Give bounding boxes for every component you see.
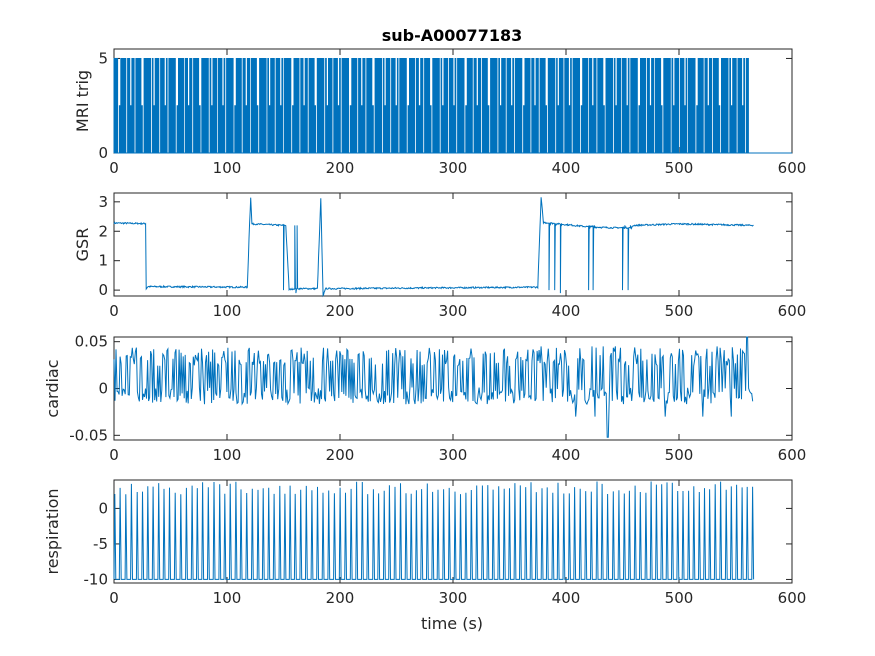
series-line-respiration [113, 481, 755, 580]
panel-1: 0 100 200 300 400 500 600 0 5 MRI trig [73, 48, 807, 177]
x-tick-label: 100 [213, 159, 242, 177]
x-tick-label: 500 [665, 446, 694, 464]
y-tick-label: 1 [98, 252, 108, 270]
x-tick-label: 600 [778, 302, 807, 320]
y-tick-label: 0 [98, 499, 108, 517]
x-tick-label: 500 [665, 589, 694, 607]
series-line-cardiac [113, 336, 754, 438]
x-tick-label: 400 [552, 589, 581, 607]
x-axis-label: time (s) [421, 614, 483, 633]
y-axis-label: MRI trig [73, 70, 92, 132]
y-tick-label: 2 [98, 222, 108, 240]
y-tick-label: 0 [98, 281, 108, 299]
x-tick-label: 400 [552, 302, 581, 320]
x-tick-label: 300 [439, 159, 468, 177]
x-tick-label: 400 [552, 159, 581, 177]
y-tick-label: 3 [98, 193, 108, 211]
x-tick-label: 600 [778, 589, 807, 607]
x-tick-label: 300 [439, 302, 468, 320]
x-tick-label: 500 [665, 302, 694, 320]
y-tick-label: 0 [98, 144, 108, 162]
x-tick-label: 200 [326, 302, 355, 320]
x-tick-label: 400 [552, 446, 581, 464]
x-tick-label: 0 [109, 446, 119, 464]
panel-2: 0 100 200 300 400 500 600 0 1 2 3 GSR [73, 192, 807, 320]
chart-title: sub-A00077183 [382, 26, 522, 45]
axes-frame [113, 479, 793, 584]
y-tick-label: 0 [98, 380, 108, 398]
y-axis-label: respiration [43, 488, 62, 574]
x-tick-label: 0 [109, 302, 119, 320]
x-tick-label: 200 [326, 446, 355, 464]
x-tick-label: 100 [213, 589, 242, 607]
x-tick-label: 200 [326, 589, 355, 607]
series-line-gsr [113, 197, 754, 298]
x-tick-label: 100 [213, 446, 242, 464]
x-tick-label: 200 [326, 159, 355, 177]
y-tick-label: 5 [98, 49, 108, 67]
x-tick-label: 600 [778, 446, 807, 464]
x-tick-label: 300 [439, 446, 468, 464]
y-tick-label: -5 [93, 535, 108, 553]
axes-frame [113, 192, 793, 297]
y-axis-label: cardiac [43, 359, 62, 417]
x-tick-label: 600 [778, 159, 807, 177]
x-tick-label: 500 [665, 159, 694, 177]
x-tick-label: 300 [439, 589, 468, 607]
y-tick-label: 0.05 [75, 333, 108, 351]
y-axis-label: GSR [73, 228, 92, 262]
panel-4: 0 100 200 300 400 500 600 -10 -5 0 respiration [43, 479, 807, 607]
y-tick-label: -0.05 [69, 426, 108, 444]
x-tick-label: 100 [213, 302, 242, 320]
series-line-mri-trig [113, 58, 792, 154]
y-tick-label: -10 [84, 570, 109, 588]
x-tick-label: 0 [109, 159, 119, 177]
x-tick-label: 0 [109, 589, 119, 607]
